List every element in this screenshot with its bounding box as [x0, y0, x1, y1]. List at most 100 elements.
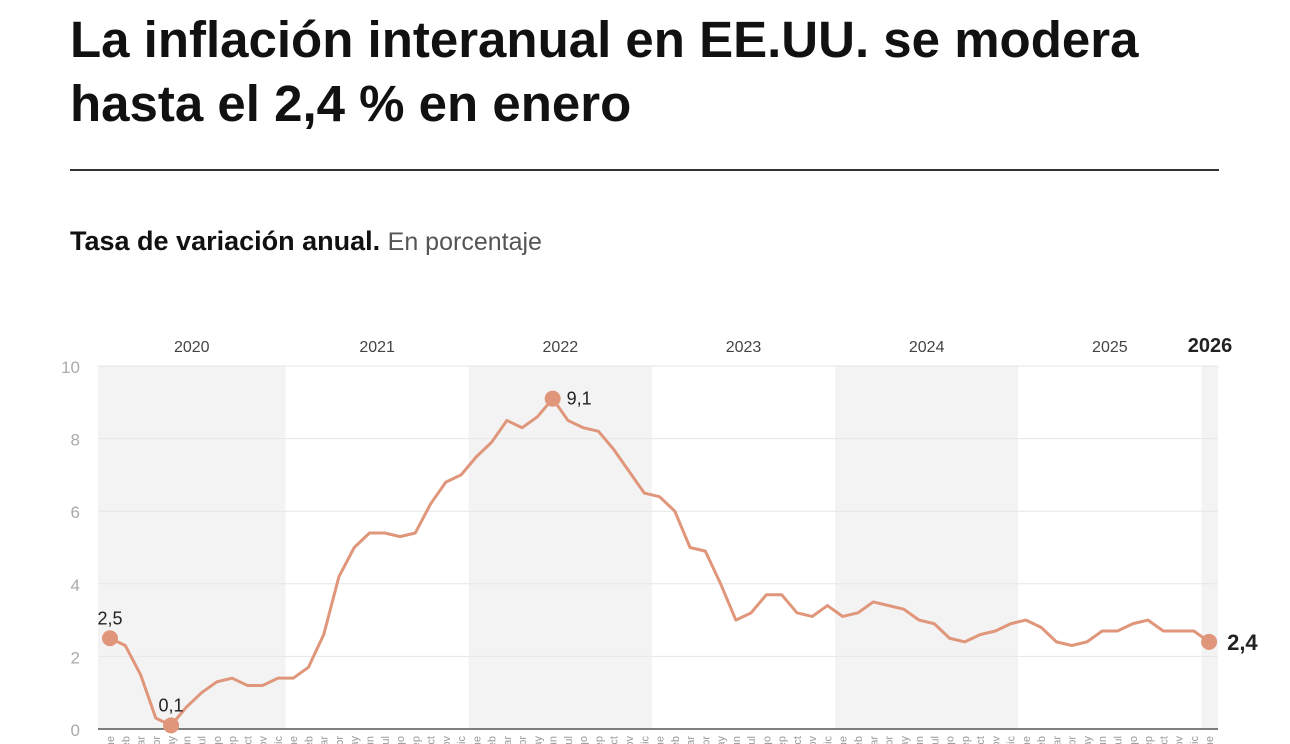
x-month-label: jun [181, 736, 193, 744]
x-month-label: ago [212, 736, 224, 744]
subtitle-bold: Tasa de variación anual. [70, 226, 381, 256]
data-point-marker [1201, 633, 1218, 650]
x-month-label: jun [914, 736, 926, 744]
x-month-label: nov [990, 736, 1002, 744]
x-month-label: mar [136, 736, 148, 744]
year-band [468, 366, 652, 729]
x-month-label: may [166, 736, 178, 744]
x-month-label: sep [777, 736, 789, 744]
x-month-label: may [349, 736, 361, 744]
x-month-label: ene [288, 736, 300, 744]
data-point-marker [544, 390, 561, 407]
x-month-label: ene [655, 736, 667, 744]
year-label: 2025 [1092, 339, 1128, 356]
x-month-label: nov [441, 736, 453, 744]
x-month-label: abr [151, 736, 163, 744]
x-month-label: ene [838, 736, 850, 744]
x-month-label: nov [1174, 736, 1186, 744]
data-label: 2,4 [1227, 630, 1258, 655]
x-month-label: abr [334, 736, 346, 744]
x-month-label: may [532, 736, 544, 744]
year-label: 2023 [726, 339, 762, 356]
x-month-label: feb [1036, 736, 1048, 744]
x-month-label: abr [884, 736, 896, 744]
x-month-label: sep [960, 736, 972, 744]
x-month-label: abr [1067, 736, 1079, 744]
subtitle-light: En porcentaje [387, 228, 542, 256]
x-month-label: abr [517, 736, 529, 744]
data-label: 9,1 [567, 389, 592, 409]
x-month-label: may [899, 736, 911, 744]
year-band [98, 366, 286, 729]
x-month-label: sep [1143, 736, 1155, 744]
x-month-label: mar [319, 736, 331, 744]
x-month-label: dic [639, 736, 651, 744]
x-month-label: jul [746, 736, 758, 744]
x-month-label: jul [380, 736, 392, 744]
x-month-label: dic [273, 736, 285, 744]
x-month-label: oct [792, 736, 804, 744]
x-month-label: ago [578, 736, 590, 744]
x-month-label: jul [1112, 736, 1124, 744]
y-tick-label: 10 [61, 358, 80, 377]
x-month-label: abr [700, 736, 712, 744]
y-tick-label: 4 [71, 576, 80, 595]
title-divider [70, 169, 1219, 171]
x-month-label: mar [685, 736, 697, 744]
x-month-label: nov [258, 736, 270, 744]
x-month-label: oct [975, 736, 987, 744]
x-month-label: oct [426, 736, 438, 744]
x-month-label: ago [761, 736, 773, 744]
page-title: La inflación interanual en EE.UU. se mod… [70, 11, 1139, 132]
x-month-label: mar [1051, 736, 1063, 744]
x-month-label: sep [410, 736, 422, 744]
x-month-label: feb [487, 736, 499, 744]
x-month-label: sep [227, 736, 239, 744]
y-tick-label: 2 [71, 648, 80, 667]
x-month-label: dic [822, 736, 834, 744]
x-month-label: feb [853, 736, 865, 744]
x-month-label: feb [670, 736, 682, 744]
year-band [835, 366, 1019, 729]
year-label: 2026 [1188, 335, 1233, 357]
x-month-label: jul [929, 736, 941, 744]
x-month-label: jun [548, 736, 560, 744]
x-month-label: ago [945, 736, 957, 744]
x-month-label: feb [303, 736, 315, 744]
x-month-label: jun [731, 736, 743, 744]
data-label: 0,1 [159, 695, 184, 715]
x-month-label: nov [624, 736, 636, 744]
x-month-label: ene [1021, 736, 1033, 744]
inflation-line [109, 397, 1210, 727]
data-point-marker [102, 630, 118, 647]
year-label: 2022 [543, 339, 579, 356]
x-month-label: jun [1097, 736, 1109, 744]
x-month-label: may [1082, 736, 1094, 744]
x-month-label: sep [593, 736, 605, 744]
x-month-label: mar [502, 736, 514, 744]
x-month-label: oct [1158, 736, 1170, 744]
x-month-label: mar [868, 736, 880, 744]
x-month-label: ene [1204, 736, 1216, 744]
y-tick-label: 8 [71, 431, 80, 450]
x-month-label: ago [395, 736, 407, 744]
data-point-marker [163, 717, 180, 734]
y-tick-label: 6 [71, 503, 80, 522]
chart-subtitle: Tasa de variación anual. En porcentaje [70, 226, 542, 257]
x-month-label: dic [456, 736, 468, 744]
y-tick-label: 0 [71, 721, 80, 740]
year-label: 2024 [909, 339, 945, 356]
x-month-label: nov [807, 736, 819, 744]
x-month-label: dic [1189, 736, 1201, 744]
x-month-label: may [716, 736, 728, 744]
year-band [1201, 366, 1218, 729]
x-month-label: jul [197, 736, 209, 744]
x-month-label: oct [242, 736, 254, 744]
year-label: 2020 [174, 339, 210, 356]
x-month-label: feb [120, 736, 132, 744]
x-month-label: ene [471, 736, 483, 744]
x-month-label: jun [365, 736, 377, 744]
data-label: 2,5 [97, 608, 122, 628]
x-month-label: ago [1128, 736, 1140, 744]
